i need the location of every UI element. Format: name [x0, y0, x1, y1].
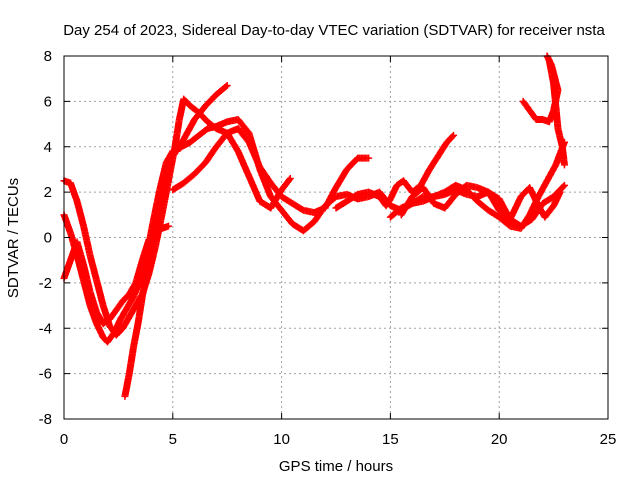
series-track-6 [173, 81, 231, 155]
series-track-9 [397, 181, 564, 223]
y-tick-label: 8 [44, 48, 52, 65]
series-track-8 [386, 138, 568, 232]
x-tick-label: 10 [273, 431, 290, 448]
y-axis: -8 -6 -4 -2 0 2 4 6 8 [39, 48, 608, 428]
series-marker-trail [333, 133, 456, 211]
series-track-4 [121, 147, 177, 400]
y-tick-label: 6 [44, 93, 52, 110]
x-axis-label: GPS time / hours [279, 458, 393, 475]
y-tick-label: 4 [44, 139, 52, 156]
series-track-5 [169, 125, 373, 217]
data-series [60, 52, 568, 400]
series-marker-trail [546, 58, 568, 167]
x-tick-label: 20 [491, 431, 508, 448]
series-marker-trail [170, 125, 371, 216]
series-marker-trail [174, 83, 230, 154]
y-tick-label: 0 [44, 230, 52, 247]
y-tick-label: 2 [44, 184, 52, 201]
grid [64, 56, 608, 419]
series-marker-trail [121, 149, 176, 399]
y-tick-label: -2 [39, 275, 52, 292]
x-tick-label: 0 [60, 431, 68, 448]
y-axis-label: SDTVAR / TECUs [5, 178, 22, 298]
y-tick-label: -8 [39, 411, 52, 428]
series-marker-trail [61, 96, 293, 338]
x-tick-label: 25 [600, 431, 617, 448]
series-marker-trail [398, 182, 563, 222]
series-track-11 [545, 57, 568, 169]
y-tick-label: -6 [39, 366, 52, 383]
series-track-7 [332, 131, 458, 212]
x-tick-label: 15 [382, 431, 399, 448]
chart-title: Day 254 of 2023, Sidereal Day-to-day VTE… [63, 22, 605, 39]
y-tick-label: -4 [39, 320, 52, 337]
x-axis: 0 5 10 15 20 25 [60, 56, 617, 448]
x-tick-label: 5 [169, 431, 177, 448]
